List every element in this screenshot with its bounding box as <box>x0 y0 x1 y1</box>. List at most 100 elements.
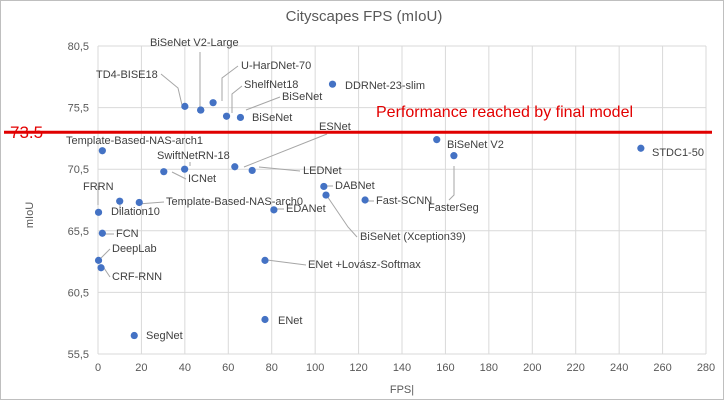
data-point <box>209 99 217 107</box>
x-tick-label: 20 <box>135 362 147 374</box>
data-point-label: FasterSeg <box>428 202 479 214</box>
data-point <box>637 144 645 152</box>
x-tick-label: 220 <box>567 362 585 374</box>
x-tick-label: 40 <box>179 362 191 374</box>
y-axis-label: mIoU <box>24 202 36 228</box>
label-leader-line <box>266 259 307 266</box>
x-tick-label: 280 <box>697 362 715 374</box>
grid-layer <box>97 45 707 355</box>
data-point-label: BiSeNet V2 <box>447 139 504 151</box>
data-point-label: BiSeNet <box>252 112 292 124</box>
data-point-label: ICNet <box>188 173 216 185</box>
data-point-label: STDC1-50 <box>652 147 704 159</box>
data-point-label: SwiftNetRN-18 <box>157 150 230 162</box>
data-point <box>98 229 106 237</box>
data-point <box>135 198 143 207</box>
data-point <box>231 163 239 171</box>
y-tick-label: 70,5 <box>68 164 89 176</box>
data-point <box>322 191 330 199</box>
data-point-label: BiSeNet <box>282 91 322 103</box>
label-leader-line <box>171 171 187 180</box>
label-leader-line <box>243 133 328 168</box>
y-tick-label: 65,5 <box>68 226 89 238</box>
data-point <box>116 197 124 205</box>
data-point-label: ShelfNet18 <box>244 79 298 91</box>
data-point-label: Template-Based-NAS-arch0 <box>166 196 303 208</box>
leader-layer <box>97 52 455 278</box>
x-tick-label: 80 <box>266 362 278 374</box>
data-point <box>197 106 205 114</box>
data-point <box>433 136 441 144</box>
data-point-label: TD4-BISE18 <box>96 69 158 81</box>
label-leader-line <box>160 73 183 106</box>
data-point <box>361 196 369 204</box>
data-point <box>270 206 278 214</box>
x-tick-label: 60 <box>222 362 234 374</box>
data-point <box>328 80 337 88</box>
label-leader-line <box>231 85 243 113</box>
reference-line-label: Performance reached by final model <box>376 104 633 121</box>
data-point-label: EDANet <box>286 203 326 215</box>
data-point <box>97 264 105 272</box>
x-axis-label: FPS| <box>390 384 414 396</box>
data-point <box>94 256 103 264</box>
data-point-label: FCN <box>116 228 139 240</box>
data-point <box>450 152 458 160</box>
x-tick-label: 100 <box>306 362 324 374</box>
data-point-label: Template-Based-NAS-arch1 <box>66 135 203 147</box>
x-tick-label: 260 <box>653 362 671 374</box>
data-point-label: DDRNet-23-slim <box>345 80 425 92</box>
data-point <box>130 331 138 340</box>
x-tick-label: 0 <box>95 362 101 374</box>
label-leader-line <box>221 65 239 101</box>
y-tick-label: 60,5 <box>68 287 89 299</box>
y-tick-label: 75,5 <box>68 103 89 115</box>
x-tick-label: 180 <box>480 362 498 374</box>
x-tick-label: 200 <box>523 362 541 374</box>
y-tick-label: 55,5 <box>68 349 89 361</box>
data-point-label: BiSeNet V2-Large <box>150 37 239 49</box>
data-point-label: CRF-RNN <box>112 271 162 283</box>
reference-layer: 73.5 Performance reached by final model <box>4 104 712 142</box>
data-point <box>261 315 269 324</box>
reference-value-label: 73.5 <box>10 123 43 142</box>
label-leader-line <box>100 248 111 259</box>
data-point <box>222 112 231 120</box>
label-leader-line <box>258 166 301 172</box>
data-point-label: U-HarDNet-70 <box>241 60 311 72</box>
data-point <box>98 147 106 155</box>
data-point <box>160 168 168 176</box>
y-tick-label: 80,5 <box>68 41 89 53</box>
point-layer <box>94 80 645 340</box>
data-point-label: DABNet <box>335 180 375 192</box>
data-point <box>261 256 269 264</box>
data-point <box>248 166 256 175</box>
data-point-label: SegNet <box>146 330 183 342</box>
data-point <box>320 182 328 191</box>
data-point-label: ESNet <box>319 121 351 133</box>
tick-layer: 55,5 60,5 65,5 70,5 75,5 80,5 0 20 40 60 80 100 120 1… <box>68 41 716 374</box>
data-point-label: DeepLab <box>112 243 157 255</box>
label-leader-line <box>326 195 358 238</box>
data-point <box>181 165 189 173</box>
x-tick-label: 140 <box>393 362 411 374</box>
data-point-label: Fast-SCNN <box>376 195 432 207</box>
data-point-label: ENet +Lovász-Softmax <box>308 259 421 271</box>
data-point-label: BiSeNet (Xception39) <box>360 231 466 243</box>
data-point <box>236 113 245 122</box>
data-point-label: ENet <box>278 315 302 327</box>
x-tick-label: 240 <box>610 362 628 374</box>
label-leader-line <box>245 96 281 111</box>
data-point <box>181 102 189 110</box>
x-tick-label: 120 <box>349 362 367 374</box>
chart-title: Cityscapes FPS (mIoU) <box>286 8 443 25</box>
label-leader-line <box>448 166 455 201</box>
x-tick-label: 160 <box>436 362 454 374</box>
label-leader-line <box>103 267 111 278</box>
data-point-label: LEDNet <box>303 165 342 177</box>
data-point-label: Dilation10 <box>111 206 160 218</box>
data-point-label: FRRN <box>83 181 114 193</box>
data-point <box>94 208 103 216</box>
